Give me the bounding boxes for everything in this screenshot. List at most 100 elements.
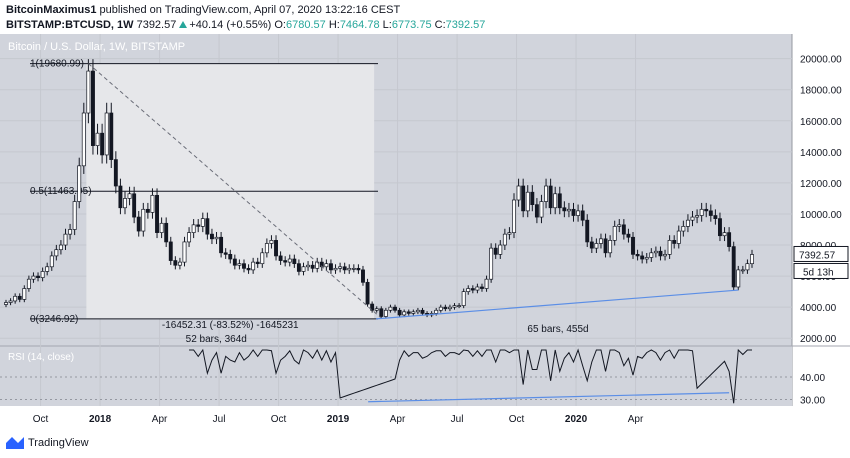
candle-body (740, 269, 745, 272)
candle-body (475, 286, 480, 291)
fib-level-label: 0(3246.92) (30, 314, 78, 325)
candle-body (292, 258, 297, 265)
candle-body (507, 232, 512, 235)
candle-body (237, 263, 242, 266)
price-chart[interactable]: 1(19680.99) 0.5(11463.95) 0(3246.92) Bitco… (0, 34, 850, 434)
candle-body (722, 232, 727, 237)
candle-body (219, 236, 224, 254)
support-trendline[interactable] (376, 289, 739, 320)
candle-body (434, 309, 439, 314)
candle-body (393, 306, 397, 311)
author-name[interactable]: BitcoinMaximus1 (6, 4, 97, 16)
candle-body (109, 112, 114, 160)
candle-body (699, 208, 704, 216)
candle-body (283, 260, 288, 263)
publish-info: BitcoinMaximus1 published on TradingView… (6, 4, 400, 16)
rsi-label: RSI (14, close) (8, 352, 74, 363)
symbol-info: BITSTAMP:BTCUSD, 1W 7392.57 +40.14 (+0.55… (6, 19, 485, 31)
candle-body (447, 306, 452, 310)
candle-body (177, 261, 182, 266)
candle-body (704, 208, 709, 212)
candle-body (411, 311, 416, 314)
candle-body (626, 233, 631, 238)
tradingview-footer[interactable]: TradingView (6, 437, 89, 449)
candle-body (100, 132, 105, 156)
candle-body (718, 218, 722, 237)
candle-body (708, 210, 713, 216)
candle-body (415, 309, 420, 313)
fib-levels: 1(19680.99) 0.5(11463.95) 0(3246.92) (30, 59, 378, 325)
candle-body (287, 258, 292, 263)
candle-body (461, 291, 466, 306)
candle-body (58, 244, 63, 251)
candle-body (260, 252, 265, 265)
candle-body (40, 271, 45, 279)
symbol-label: BITSTAMP:BTCUSD, 1W (6, 19, 134, 31)
price-change: +40.14 (+0.55%) (189, 19, 272, 31)
candle-body (63, 233, 68, 246)
candle-body (640, 255, 645, 260)
candle-body (681, 226, 686, 232)
price-tick-label: 14000.00 (800, 148, 842, 159)
time-tick-label: Apr (628, 414, 644, 425)
time-tick-label: 2020 (565, 414, 588, 425)
up-arrow-icon (179, 21, 188, 28)
candle-body (123, 198, 127, 209)
price-tick-label: 18000.00 (800, 86, 842, 97)
time-tick-label: Apr (152, 414, 168, 425)
low-label: L: (382, 19, 392, 31)
fib-level-label: 0.5(11463.95) (30, 186, 92, 197)
candle-body (452, 305, 457, 308)
candle-body (631, 236, 635, 255)
candle-body (621, 224, 626, 235)
candle-body (91, 70, 95, 146)
candle-body (663, 254, 667, 257)
candle-body (54, 249, 59, 257)
candle-body (443, 306, 448, 310)
candle-body (599, 238, 603, 244)
candle-body (164, 222, 169, 243)
candle-body (576, 210, 581, 216)
time-tick-label: 2019 (327, 414, 350, 425)
candle-body (493, 247, 498, 255)
candle-body (255, 261, 260, 265)
open-value: 6780.57 (285, 19, 326, 31)
rsi-line (189, 348, 752, 404)
candle-body (512, 199, 516, 233)
candlestick-series (4, 59, 754, 319)
candle-body (370, 303, 375, 311)
candle-body (571, 208, 576, 216)
candle-body (361, 269, 365, 283)
candle-body (727, 232, 732, 247)
candle-body (470, 288, 475, 291)
time-tick-label: Oct (271, 414, 287, 425)
countdown-tag (793, 262, 849, 279)
candle-body (635, 254, 640, 257)
candle-body (324, 263, 329, 268)
candle-body (731, 246, 736, 288)
candle-body (406, 311, 411, 314)
candle-body (745, 263, 750, 271)
candle-body (150, 194, 155, 213)
candle-body (653, 250, 658, 254)
candle-body (173, 260, 178, 266)
candle-body (200, 218, 205, 227)
candle-body (118, 185, 123, 209)
candle-body (585, 219, 590, 243)
time-tick-label: Jul (451, 414, 464, 425)
candle-body (525, 191, 530, 212)
open-label: O: (274, 19, 286, 31)
candle-body (457, 305, 462, 307)
time-tick-label: Jul (213, 414, 226, 425)
time-tick-label: Oct (509, 414, 525, 425)
candle-body (342, 266, 347, 271)
candle-body (566, 208, 571, 212)
candle-body (498, 244, 503, 255)
candle-body (77, 165, 82, 202)
rsi-tick-label: 30.00 (800, 396, 825, 407)
countdown-tag-label: 5d 13h (803, 267, 834, 278)
candle-body (351, 267, 356, 270)
candle-body (667, 240, 672, 255)
candle-body (466, 288, 471, 292)
candle-body (168, 241, 173, 261)
